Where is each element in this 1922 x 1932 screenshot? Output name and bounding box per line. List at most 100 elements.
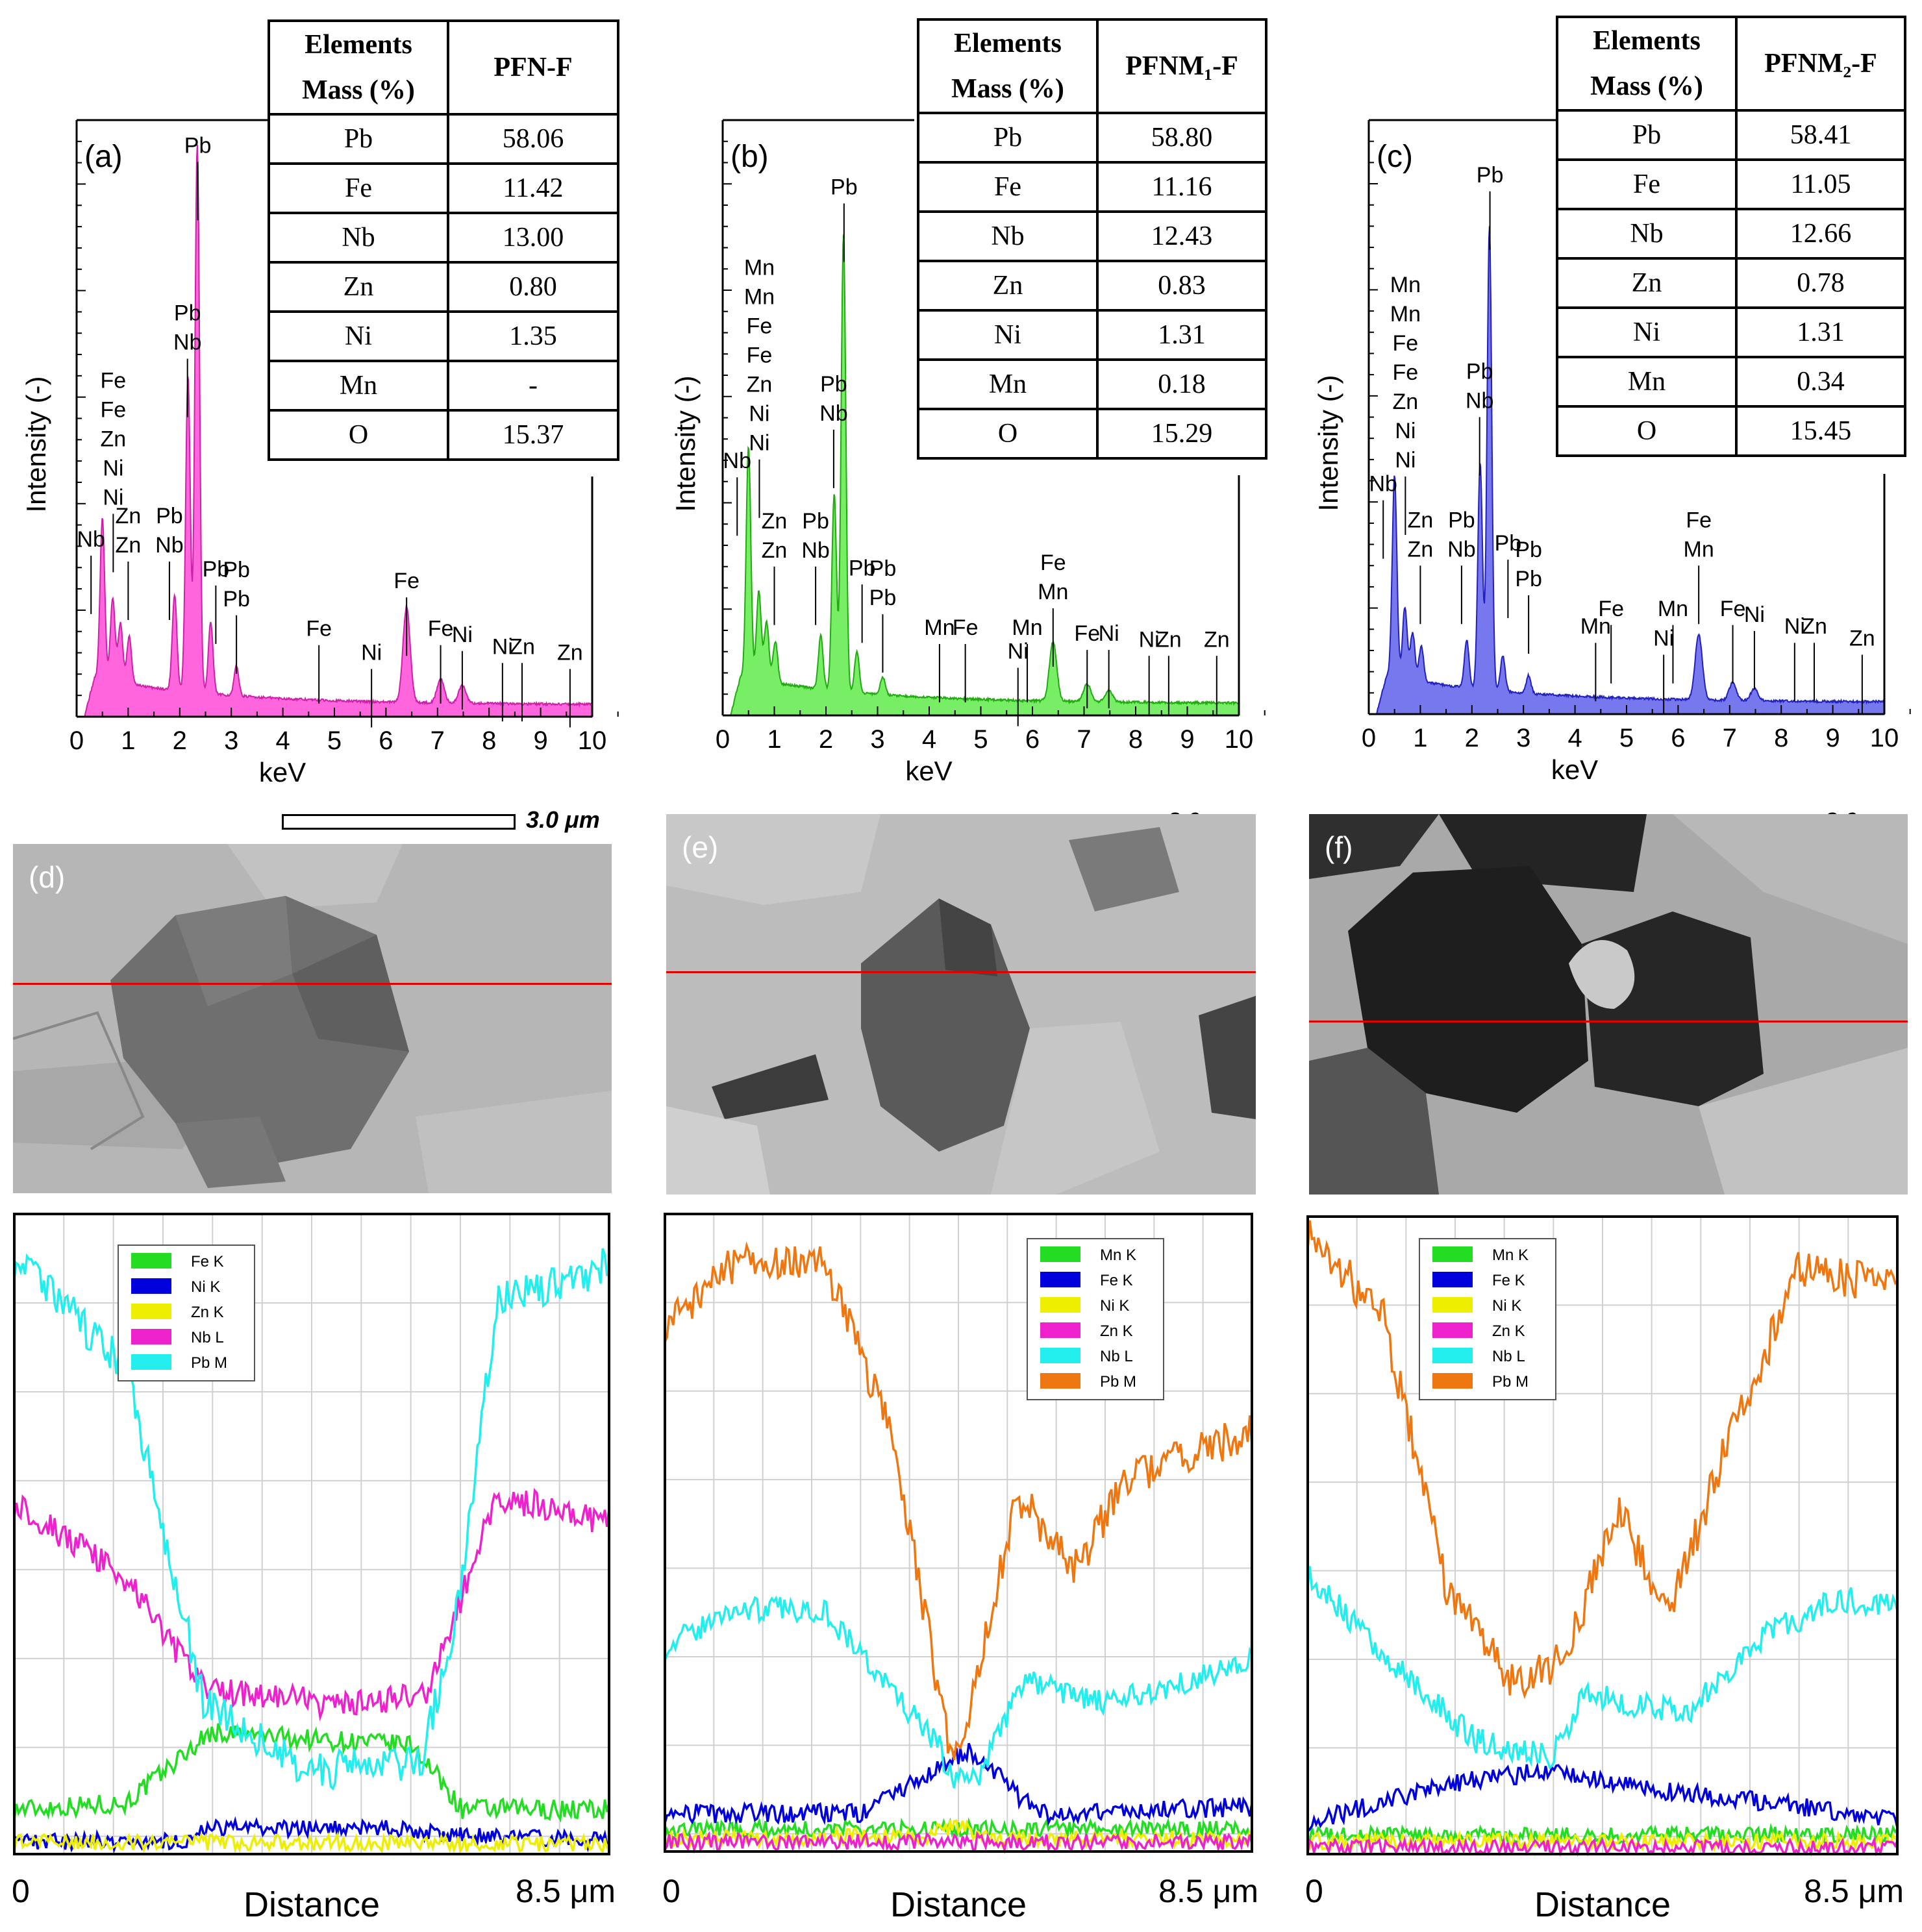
peak-label: Pb xyxy=(1515,538,1542,562)
peak-label: Fe xyxy=(1393,331,1419,356)
table-row: Ni 1.31 xyxy=(918,310,1266,360)
legend-swatch xyxy=(131,1304,171,1319)
peak-label: Pb xyxy=(1448,508,1475,532)
x-tick-label: 1 xyxy=(121,726,135,755)
peak-label: Ni xyxy=(749,431,769,456)
x-start-label: 0 xyxy=(12,1873,30,1909)
x-tick-label: 9 xyxy=(1180,725,1194,754)
peak-label: Nb xyxy=(1447,537,1475,562)
legend-swatch xyxy=(1432,1322,1473,1338)
peak-label: Pb xyxy=(1515,567,1542,591)
x-tick-label: 3 xyxy=(870,725,884,754)
legend-swatch xyxy=(1432,1272,1473,1287)
peak-label: Ni xyxy=(1744,602,1765,627)
peak-label: Nb xyxy=(1466,389,1493,414)
scale-bar-label: 3.0 μm xyxy=(526,806,600,834)
legend-swatch xyxy=(1432,1246,1473,1262)
peak-label: Zn xyxy=(1156,627,1182,652)
peak-label: Mn xyxy=(1038,580,1068,604)
table-header-elements: Elements Mass (%) xyxy=(918,19,1097,113)
x-end-label: 8.5 μm xyxy=(1804,1873,1904,1909)
peak-label: Mn xyxy=(924,615,955,640)
peak-label: Fe xyxy=(953,615,979,640)
line-scan-chart-f: Mn K Fe K Ni K Zn K Nb L Pb M 0 8.5 μm Distance xyxy=(1299,1208,1922,1932)
table-row: Pb 58.06 xyxy=(269,114,618,164)
x-tick-label: 0 xyxy=(1362,724,1376,752)
peak-label: Ni xyxy=(103,456,123,481)
legend-swatch xyxy=(1040,1246,1080,1262)
legend-swatch xyxy=(1040,1373,1080,1389)
peak-label: Nb xyxy=(1369,472,1397,497)
x-tick-label: 0 xyxy=(716,725,730,754)
peak-label: Pb xyxy=(223,558,250,582)
line-scan-path xyxy=(1309,1021,1908,1022)
x-tick-label: 9 xyxy=(533,726,547,755)
table-row: Mn 0.34 xyxy=(1557,357,1905,406)
peak-label: Ni xyxy=(1099,621,1119,646)
peak-label: Fe xyxy=(1598,597,1624,621)
peak-label: Zn xyxy=(509,634,535,659)
peak-label: Fe xyxy=(101,369,127,393)
table-row: O 15.29 xyxy=(918,409,1266,458)
x-tick-label: 1 xyxy=(1413,724,1427,752)
x-axis-label: keV xyxy=(1551,754,1598,785)
table-row: Nb 12.43 xyxy=(918,212,1266,261)
legend-entry: Zn K xyxy=(1100,1322,1133,1340)
legend-swatch xyxy=(131,1278,171,1294)
x-tick-label: 8 xyxy=(1774,724,1788,752)
peak-label: Pb xyxy=(174,301,201,326)
legend-entry: Zn K xyxy=(191,1304,224,1321)
legend-swatch xyxy=(1040,1348,1080,1363)
peak-label: Zn xyxy=(116,504,142,528)
peak-label: Fe xyxy=(101,398,127,423)
table-row: Zn 0.80 xyxy=(269,262,618,312)
peak-label: Nb xyxy=(801,538,829,563)
table-header-sample: PFNM₁-F xyxy=(1097,19,1266,113)
x-tick-label: 10 xyxy=(1225,725,1254,754)
legend-swatch xyxy=(1040,1272,1080,1287)
x-tick-label: 4 xyxy=(275,726,290,755)
peak-label: Pb xyxy=(223,587,250,612)
x-tick-label: 10 xyxy=(578,726,607,755)
peak-label: Pb xyxy=(802,509,829,534)
x-tick-label: 9 xyxy=(1825,724,1840,752)
line-scan-chart-e: Mn KFe KNi KZn KNb LPb M0 8.5 μmDistance xyxy=(656,1208,1299,1932)
panel-label: (e) xyxy=(682,830,718,865)
x-tick-label: 8 xyxy=(1129,725,1143,754)
x-tick-label: 5 xyxy=(327,726,342,755)
panel-label: (b) xyxy=(730,140,769,174)
table-row: Ni 1.35 xyxy=(269,312,618,361)
table-row: Zn 0.83 xyxy=(918,261,1266,310)
x-tick-label: 2 xyxy=(173,726,187,755)
x-tick-label: 10 xyxy=(1870,724,1899,752)
x-start-label: 0 xyxy=(1305,1873,1323,1909)
x-axis-label: keV xyxy=(259,757,306,787)
peak-label: Fe xyxy=(1720,597,1746,621)
table-row: O 15.45 xyxy=(1557,406,1905,456)
line-scan-chart-d: Fe KNi KZn KNb LPb M0 8.5 μmDistance xyxy=(0,1208,643,1932)
legend-entry: Ni K xyxy=(191,1278,220,1296)
x-tick-label: 2 xyxy=(1465,724,1479,752)
line-scan-path xyxy=(666,971,1256,973)
peak-label: Mn xyxy=(1390,273,1421,297)
x-tick-label: 2 xyxy=(819,725,833,754)
x-end-label: 8.5 μm xyxy=(516,1873,616,1909)
peak-label: Fe xyxy=(1686,508,1712,532)
legend-entry: Pb M xyxy=(1100,1373,1136,1391)
x-end-label: 8.5 μm xyxy=(1158,1873,1258,1909)
peak-label: Ni xyxy=(361,640,382,665)
peak-label: Zn xyxy=(1393,390,1419,414)
legend-swatch xyxy=(1432,1373,1473,1389)
legend-entry: Nb L xyxy=(191,1329,224,1346)
legend-entry: Zn K xyxy=(1492,1322,1525,1340)
x-tick-label: 5 xyxy=(1619,724,1634,752)
x-tick-label: 7 xyxy=(1077,725,1091,754)
scale-bar xyxy=(282,814,516,830)
x-tick-label: 7 xyxy=(431,726,445,755)
legend-swatch xyxy=(1432,1297,1473,1313)
x-tick-label: 8 xyxy=(482,726,496,755)
legend-entry: Fe K xyxy=(1492,1272,1525,1289)
legend-swatch xyxy=(1040,1297,1080,1313)
x-axis-label: keV xyxy=(905,756,952,786)
peak-label: Fe xyxy=(1074,621,1100,646)
